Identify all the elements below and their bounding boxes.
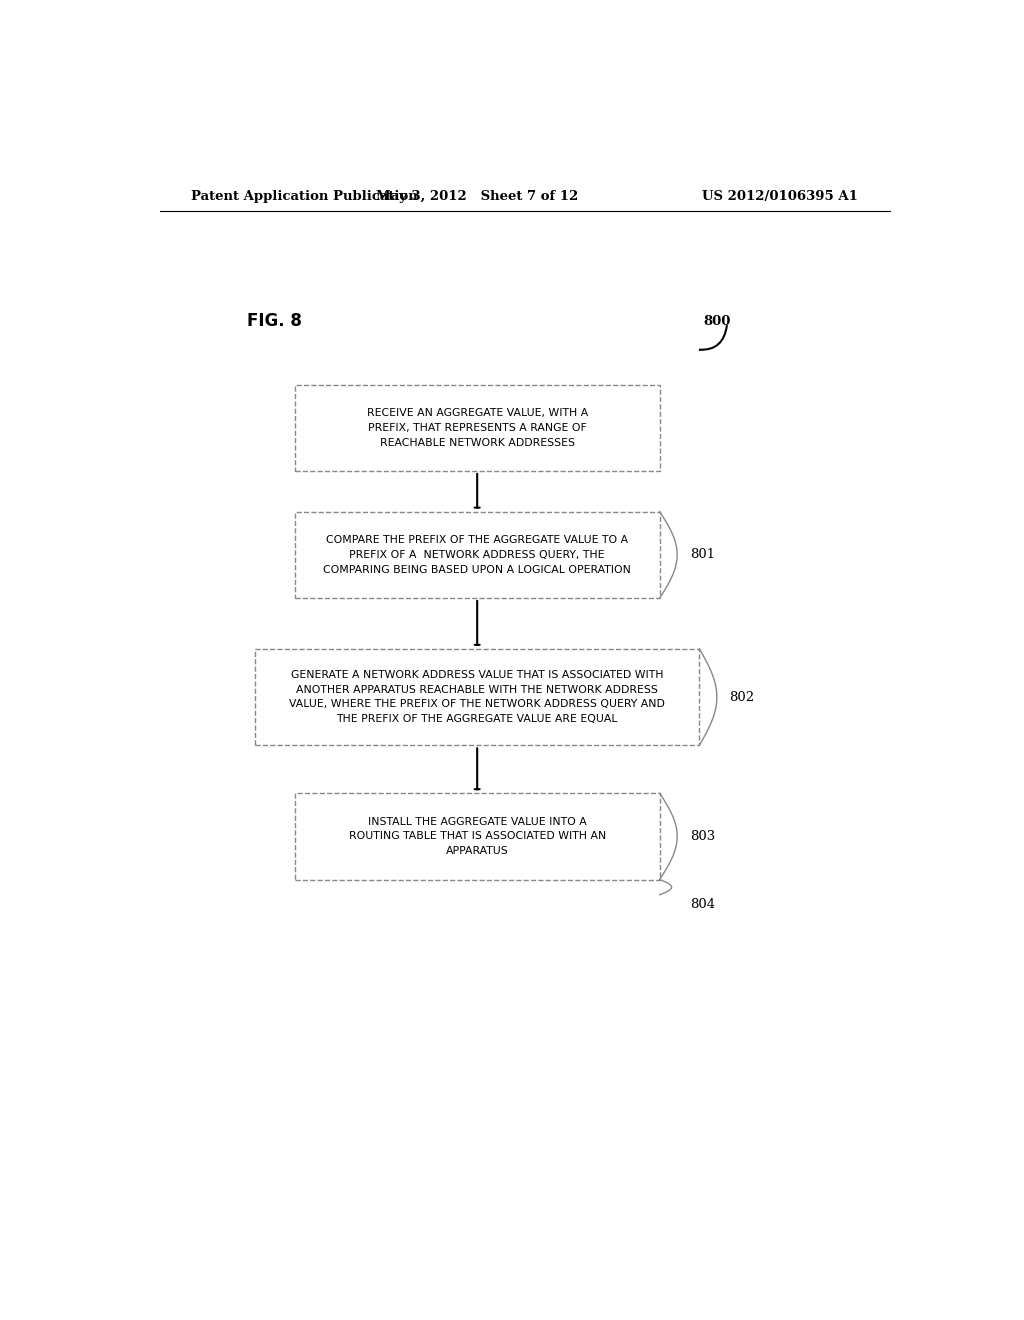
Text: 802: 802: [729, 690, 755, 704]
FancyBboxPatch shape: [295, 512, 659, 598]
Text: FIG. 8: FIG. 8: [247, 312, 302, 330]
Text: 803: 803: [690, 830, 715, 843]
FancyArrowPatch shape: [699, 326, 727, 350]
Text: May 3, 2012   Sheet 7 of 12: May 3, 2012 Sheet 7 of 12: [376, 190, 579, 202]
FancyBboxPatch shape: [295, 384, 659, 471]
FancyBboxPatch shape: [255, 649, 699, 746]
Text: COMPARE THE PREFIX OF THE AGGREGATE VALUE TO A
PREFIX OF A  NETWORK ADDRESS QUER: COMPARE THE PREFIX OF THE AGGREGATE VALU…: [324, 535, 631, 574]
FancyBboxPatch shape: [295, 793, 659, 879]
Text: INSTALL THE AGGREGATE VALUE INTO A
ROUTING TABLE THAT IS ASSOCIATED WITH AN
APPA: INSTALL THE AGGREGATE VALUE INTO A ROUTI…: [348, 817, 606, 857]
Text: 801: 801: [690, 548, 715, 561]
Text: GENERATE A NETWORK ADDRESS VALUE THAT IS ASSOCIATED WITH
ANOTHER APPARATUS REACH: GENERATE A NETWORK ADDRESS VALUE THAT IS…: [289, 669, 666, 725]
Text: 800: 800: [703, 314, 731, 327]
Text: 804: 804: [690, 899, 715, 911]
Text: US 2012/0106395 A1: US 2012/0106395 A1: [702, 190, 858, 202]
Text: RECEIVE AN AGGREGATE VALUE, WITH A
PREFIX, THAT REPRESENTS A RANGE OF
REACHABLE : RECEIVE AN AGGREGATE VALUE, WITH A PREFI…: [367, 408, 588, 447]
Text: Patent Application Publication: Patent Application Publication: [191, 190, 418, 202]
